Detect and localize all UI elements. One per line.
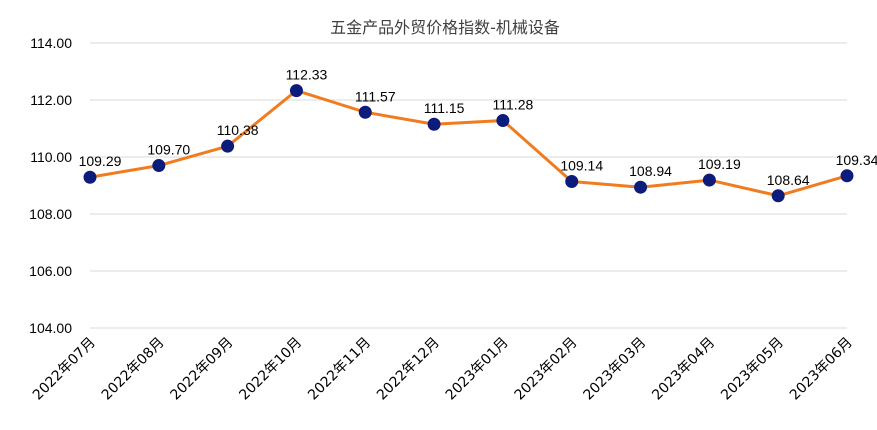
data-label: 111.57 (355, 88, 396, 104)
y-tick-label: 114.00 (30, 35, 72, 51)
x-tick-label: 2023年03月 (580, 335, 649, 404)
data-point (152, 159, 166, 173)
data-point (358, 105, 372, 119)
data-labels: 109.29 109.70 110.38 112.33 111.57 111.15 111.… (79, 67, 877, 188)
data-point (496, 114, 510, 128)
data-label: 110.38 (217, 122, 259, 138)
x-tick-label: 2023年02月 (512, 335, 581, 404)
series-markers (83, 84, 854, 203)
data-label: 108.64 (767, 172, 810, 188)
data-label: 109.34 (836, 152, 877, 168)
x-tick-label: 2023年05月 (718, 335, 787, 404)
series-line-path (89, 89, 848, 198)
y-tick-label: 110.00 (30, 149, 72, 165)
series-line (89, 89, 848, 198)
data-point (565, 175, 579, 189)
data-label: 111.15 (424, 100, 465, 116)
x-axis-ticks: 2022年07月 2022年08月 2022年09月 2022年10月 2022年11月… (30, 335, 856, 404)
y-axis-ticks: 104.00 106.00 108.00 110.00 112.00 114.00 (29, 35, 72, 336)
x-tick-label: 2022年11月 (305, 335, 374, 404)
data-point (83, 170, 97, 184)
x-tick-label: 2022年08月 (99, 335, 168, 404)
x-tick-label: 2022年09月 (168, 335, 237, 404)
data-label: 109.70 (147, 142, 190, 158)
data-label: 112.33 (286, 67, 328, 83)
grid-lines (90, 42, 847, 329)
chart-title: 五金产品外贸价格指数-机械设备 (330, 18, 560, 37)
x-tick-label: 2023年01月 (443, 335, 512, 404)
data-label: 111.28 (493, 97, 534, 113)
data-point (702, 173, 716, 187)
x-tick-label: 2022年10月 (236, 335, 305, 404)
data-point (634, 180, 648, 194)
y-tick-label: 108.00 (29, 206, 72, 222)
x-tick-label: 2022年12月 (374, 335, 443, 404)
data-label: 108.94 (629, 163, 672, 179)
data-point (427, 117, 441, 131)
y-tick-label: 112.00 (30, 92, 72, 108)
data-point (771, 189, 785, 203)
data-point (221, 139, 235, 153)
x-tick-label: 2023年06月 (787, 335, 856, 404)
x-tick-label: 2023年04月 (649, 335, 718, 404)
y-tick-label: 106.00 (29, 263, 72, 279)
x-tick-label: 2022年07月 (30, 335, 99, 404)
data-point (840, 169, 854, 183)
data-point (289, 84, 303, 98)
y-tick-label: 104.00 (29, 320, 72, 336)
data-label: 109.14 (560, 158, 603, 174)
data-label: 109.29 (79, 153, 122, 169)
data-label: 109.19 (698, 156, 741, 172)
